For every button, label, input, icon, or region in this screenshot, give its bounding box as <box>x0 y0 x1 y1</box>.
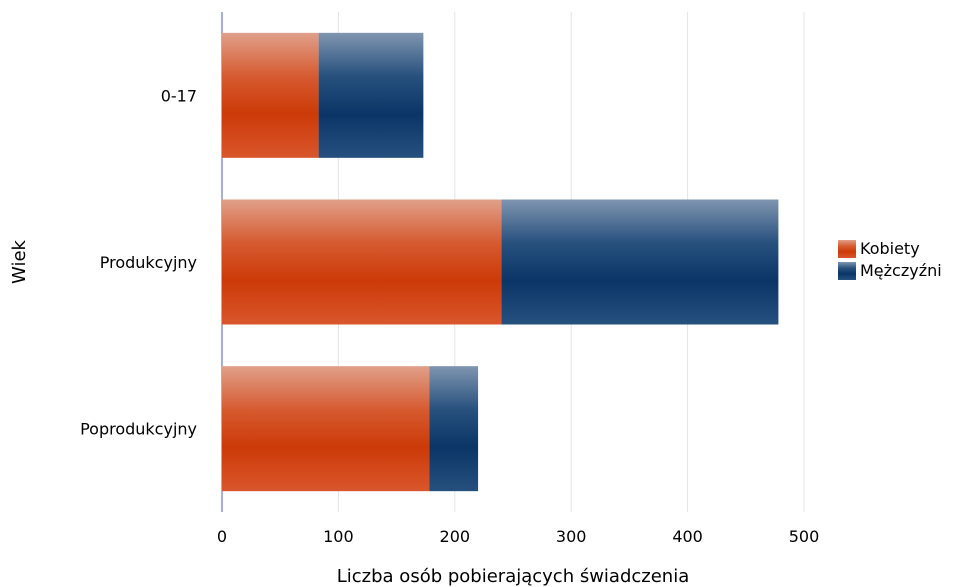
legend-label: Mężczyźni <box>860 261 942 280</box>
bar-kobiety-1 <box>222 199 502 325</box>
x-tick-label: 500 <box>789 527 820 546</box>
x-tick-labels: 0 100 200 300 400 500 <box>217 527 819 546</box>
legend-label: Kobiety <box>860 239 920 258</box>
legend-swatch-kobiety <box>838 240 856 258</box>
bars <box>222 32 779 492</box>
bar-mężczyźni-1 <box>501 199 779 325</box>
legend-swatch-mężczyźni <box>838 262 856 280</box>
x-tick-label: 100 <box>323 527 354 546</box>
bar-kobiety-2 <box>222 366 430 492</box>
x-tick-label: 300 <box>556 527 587 546</box>
bar-mężczyźni-0 <box>318 32 424 158</box>
x-tick-label: 400 <box>672 527 703 546</box>
x-axis-title: Liczba osób pobierających świadczenia <box>337 566 690 587</box>
legend: Kobiety Mężczyźni <box>838 239 942 280</box>
bar-mężczyźni-2 <box>429 366 479 492</box>
y-tick-label: Produkcyjny <box>100 253 197 272</box>
y-tick-label: Poprodukcyjny <box>80 420 197 439</box>
bar-kobiety-0 <box>222 32 319 158</box>
x-tick-label: 200 <box>440 527 471 546</box>
y-axis-title: Wiek <box>9 239 30 283</box>
y-tick-label: 0-17 <box>161 86 197 105</box>
x-tick-label: 0 <box>217 527 227 546</box>
y-tick-labels: 0-17 Produkcyjny Poprodukcyjny <box>80 86 197 438</box>
